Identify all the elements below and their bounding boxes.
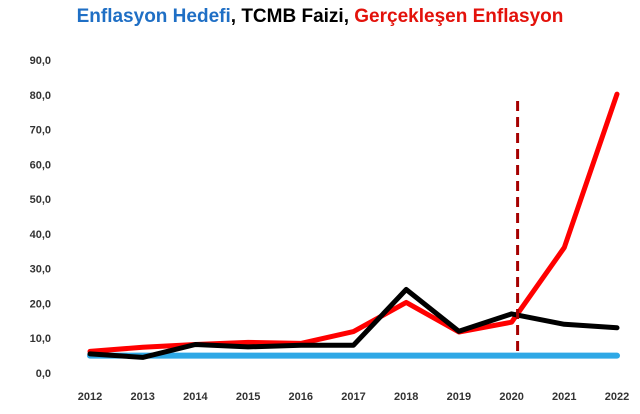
series-line-inflation — [87, 91, 620, 354]
title-separator: , — [343, 6, 355, 27]
y-tick-label: 60,0 — [30, 159, 51, 171]
x-tick-label: 2014 — [183, 391, 208, 403]
axis-layer: 0,0 10,0 20,0 30,0 40,0 50,0 60,0 70,0 80,0 90,0 2… — [30, 55, 630, 403]
x-tick-label: 2022 — [605, 391, 629, 403]
x-tick-label: 2016 — [289, 391, 313, 403]
x-tick-label: 2013 — [130, 391, 154, 403]
y-tick-label: 80,0 — [30, 90, 51, 102]
title-separator: , — [230, 6, 242, 27]
y-tick-label: 70,0 — [30, 125, 51, 137]
title-target-label: Enflasyon Hedefi — [76, 6, 231, 27]
x-tick-label: 2020 — [499, 391, 523, 403]
x-tick-label: 2019 — [447, 391, 471, 403]
x-tick-label: 2017 — [341, 391, 365, 403]
x-tick-label: 2021 — [552, 391, 576, 403]
title-rate-label: TCMB Faizi — [241, 6, 344, 27]
series-layer — [87, 91, 620, 360]
y-tick-label: 40,0 — [30, 229, 51, 241]
y-tick-label: 10,0 — [30, 333, 51, 345]
x-tick-label: 2015 — [236, 391, 260, 403]
series-line-policy_rate — [87, 287, 620, 360]
x-tick-label: 2012 — [78, 391, 102, 403]
y-tick-label: 30,0 — [30, 264, 51, 276]
x-tick-label: 2018 — [394, 391, 418, 403]
title-inflation-label: Gerçekleşen Enflasyon — [354, 6, 564, 27]
y-tick-label: 50,0 — [30, 194, 51, 206]
y-tick-label: 90,0 — [30, 55, 51, 67]
y-tick-label: 0,0 — [36, 368, 51, 380]
y-tick-label: 20,0 — [30, 298, 51, 310]
chart-title: Enflasyon Hedefi, TCMB Faizi, Gerçekleşe… — [0, 6, 640, 28]
